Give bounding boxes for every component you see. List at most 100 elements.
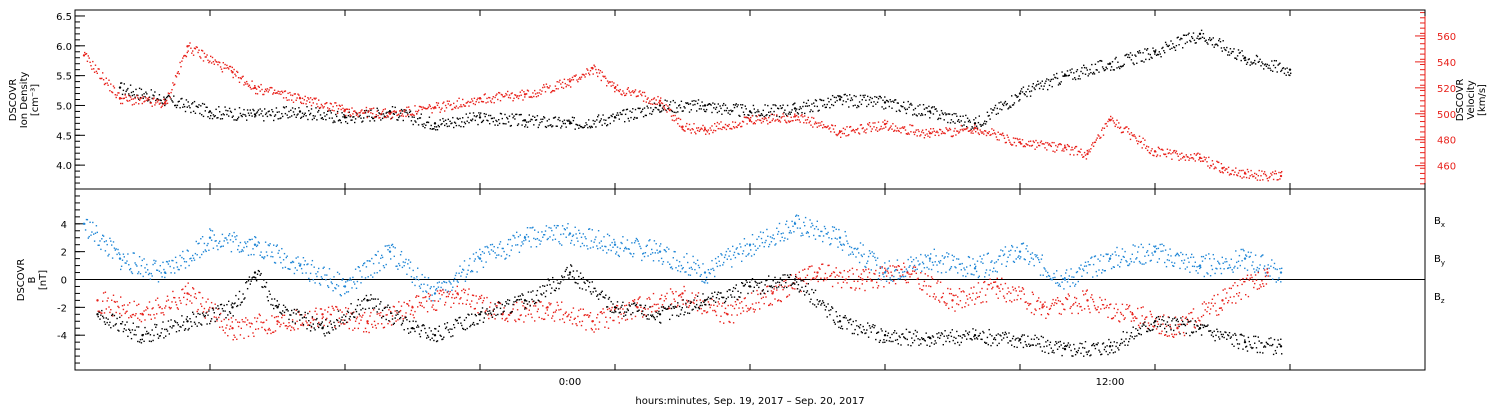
data-dot [866,262,868,265]
data-dot [138,103,140,105]
data-dot [640,306,642,308]
data-dot [201,114,203,116]
data-dot [777,233,779,235]
data-dot [1025,143,1027,145]
data-dot [1020,256,1022,258]
data-dot [677,269,679,272]
data-dot [157,304,160,306]
data-dot [863,131,865,133]
data-dot [1092,73,1094,75]
data-dot [1117,126,1119,129]
data-dot [1148,151,1151,154]
data-dot [957,258,960,260]
data-dot [562,87,565,89]
data-dot [741,301,743,303]
data-dot [404,109,406,111]
data-dot [86,60,89,63]
data-dot [1155,54,1158,57]
data-dot [246,83,249,85]
data-dot [637,298,639,301]
data-dot [635,117,638,119]
data-dot [241,76,243,78]
data-dot [864,129,866,131]
data-dot [794,113,796,115]
data-dot [340,108,342,111]
data-dot [455,296,458,299]
data-dot [1270,69,1272,72]
data-dot [399,254,402,256]
data-dot [452,116,454,119]
data-dot [1187,156,1189,158]
data-dot [624,94,626,97]
data-dot [865,99,867,102]
data-dot [254,116,256,118]
data-dot [386,114,388,117]
data-dot [395,111,397,114]
data-dot [525,239,527,241]
data-dot [1248,58,1250,60]
data-dot [378,117,380,119]
data-dot [131,314,134,316]
data-dot [173,267,175,269]
data-dot [795,214,798,216]
data-dot [305,320,307,322]
data-dot [209,60,211,62]
data-dot [691,100,693,102]
data-dot [585,237,587,240]
data-dot [835,133,837,136]
data-dot [1171,261,1173,264]
data-dot [741,252,744,255]
data-dot [578,78,580,80]
data-dot [798,218,800,220]
data-dot [1061,281,1063,283]
data-dot [651,248,653,251]
data-dot [560,308,562,311]
data-dot [404,315,406,318]
data-dot [557,304,559,307]
data-dot [819,235,821,237]
data-dot [571,235,574,238]
data-dot [436,282,439,284]
data-dot [289,91,291,94]
data-dot [761,117,764,120]
data-dot [759,231,762,233]
data-dot [994,104,997,107]
data-dot [1201,160,1204,162]
data-dot [823,126,826,128]
data-dot [943,257,945,259]
data-dot [309,97,312,99]
data-point [748,119,752,122]
data-dot [396,312,398,314]
data-dot [214,303,216,305]
data-dot [345,120,347,123]
data-dot [1181,259,1183,262]
data-dot [560,127,562,129]
data-dot [95,225,98,227]
data-dot [1020,90,1022,92]
data-dot [615,304,618,307]
data-dot [161,307,163,310]
data-dot [375,327,377,329]
data-dot [216,245,218,247]
data-dot [559,318,561,321]
data-dot [993,107,996,109]
data-dot [102,292,105,294]
data-point [1153,250,1157,253]
data-dot [382,327,385,329]
data-dot [282,91,284,94]
data-dot [645,114,647,117]
data-dot [837,94,839,97]
data-dot [278,321,280,324]
data-dot [118,92,120,94]
data-dot [510,124,512,127]
data-dot [817,110,819,112]
data-dot [274,262,277,264]
data-dot [164,307,166,309]
data-dot [624,94,627,96]
data-dot [344,115,346,117]
data-dot [206,54,208,56]
data-dot [300,267,303,270]
data-dot [1132,62,1134,64]
data-dot [586,68,588,70]
data-dot [492,250,494,252]
